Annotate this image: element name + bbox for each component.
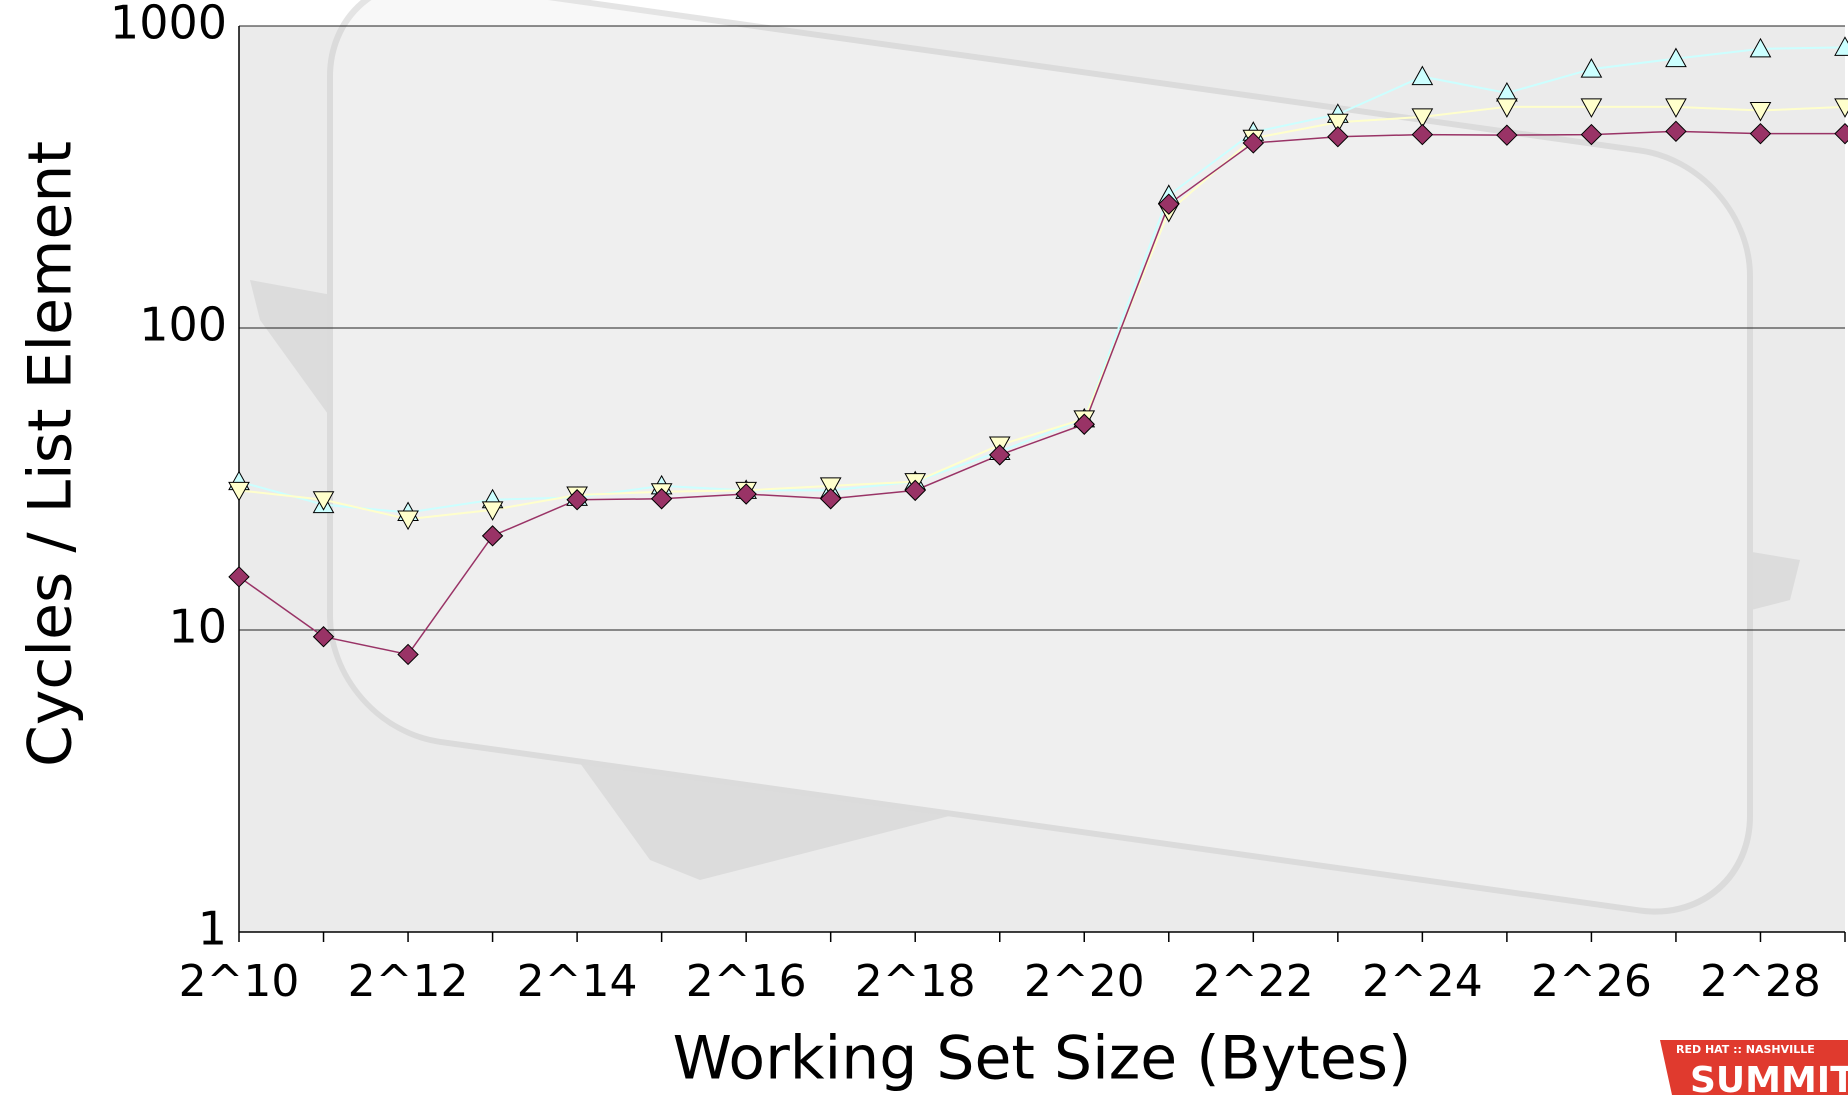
x-tick-label: 2^28 xyxy=(1700,956,1821,1007)
x-tick-label: 2^18 xyxy=(855,956,976,1007)
x-tick-label: 2^16 xyxy=(686,956,807,1007)
chart: Cycles / List Element Working Set Size (… xyxy=(0,0,1848,1095)
logo: RED HAT :: NASHVILLE SUMMIT xyxy=(1660,1040,1848,1095)
y-axis-title: Cycles / List Element xyxy=(16,141,86,767)
x-tick-label: 2^14 xyxy=(517,956,638,1007)
x-tick-label: 2^24 xyxy=(1362,956,1483,1007)
y-tick-label: 1 xyxy=(198,902,227,956)
x-tick-label: 2^22 xyxy=(1193,956,1314,1007)
x-tick-label: 2^20 xyxy=(1024,956,1145,1007)
x-tick-label: 2^12 xyxy=(348,956,469,1007)
x-tick-label: 2^10 xyxy=(179,956,300,1007)
y-tick-label: 1000 xyxy=(110,0,227,50)
logo-text: RED HAT :: NASHVILLE xyxy=(1676,1043,1815,1056)
logo-text: SUMMIT xyxy=(1690,1060,1848,1095)
y-tick-label: 10 xyxy=(168,600,227,654)
x-axis-title: Working Set Size (Bytes) xyxy=(673,1024,1412,1094)
y-tick-label: 100 xyxy=(139,298,227,352)
x-tick-label: 2^26 xyxy=(1531,956,1652,1007)
